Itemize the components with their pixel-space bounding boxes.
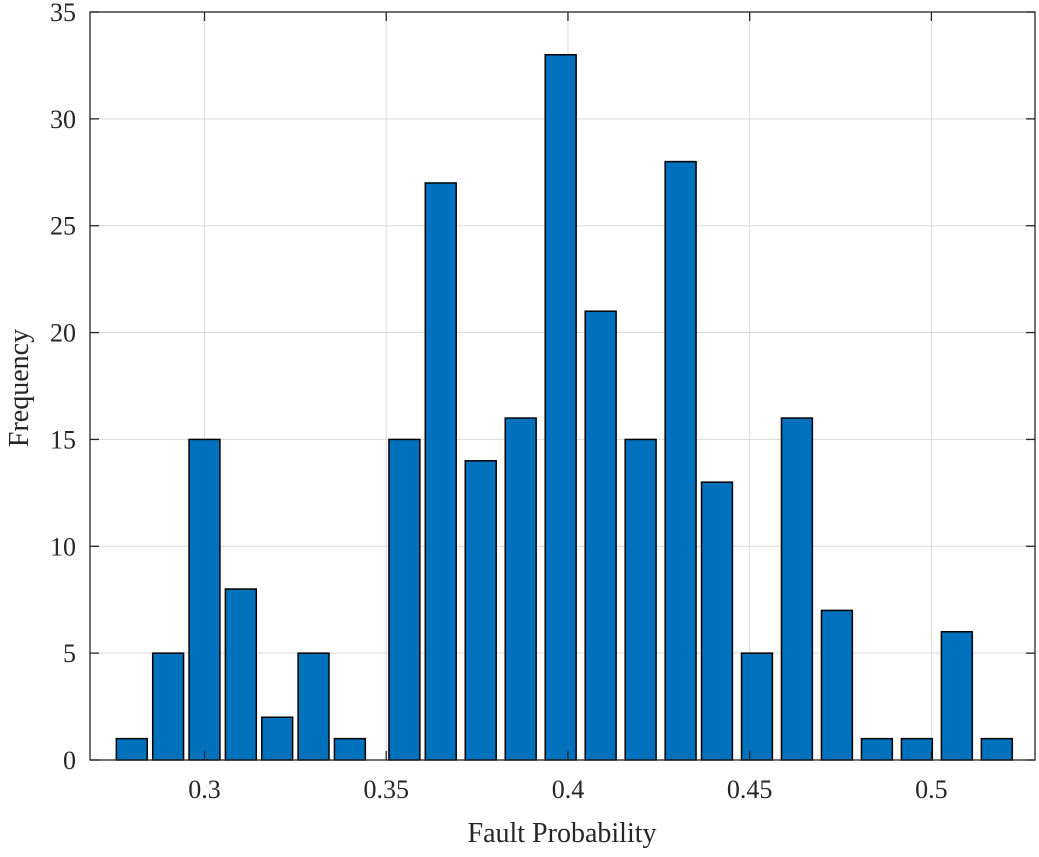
x-tick-label: 0.3: [188, 775, 221, 804]
y-tick-label: 0: [63, 746, 76, 775]
y-tick-label: 10: [50, 532, 76, 561]
histogram-bar: [260, 716, 294, 761]
histogram-bar: [624, 438, 657, 761]
histogram-bar: [584, 310, 617, 761]
histogram-bar: [464, 460, 497, 761]
bars: [115, 53, 1014, 761]
histogram-bar: [664, 160, 697, 761]
histogram-bar: [860, 737, 894, 761]
histogram-bar: [700, 481, 734, 761]
x-tick-label: 0.4: [552, 775, 585, 804]
x-tick-label: 0.45: [727, 775, 773, 804]
histogram-bar: [333, 737, 367, 761]
histogram-bar: [780, 417, 814, 761]
y-tick-label: 25: [50, 212, 76, 241]
y-tick-label: 20: [50, 319, 76, 348]
tick-labels: 0.3 0.35 0.4 0.45 0.5 0 5 10 15 20 25 30 35: [50, 0, 948, 804]
axes: [89, 11, 1036, 761]
plot-frame: [89, 11, 1036, 761]
histogram-bar: [388, 438, 421, 761]
y-tick-label: 30: [50, 105, 76, 134]
histogram-bar: [424, 182, 457, 761]
histogram-bar: [820, 609, 854, 761]
histogram-bar: [188, 438, 221, 761]
y-tick-label: 35: [50, 0, 76, 27]
histogram-bar: [940, 631, 974, 761]
histogram-bar: [297, 652, 330, 761]
x-axis-label: Fault Probability: [468, 818, 657, 849]
x-tick-label: 0.35: [363, 775, 409, 804]
histogram-bar: [151, 652, 185, 761]
histogram-bar: [740, 652, 774, 761]
histogram-bar: [544, 53, 577, 761]
histogram-bar: [504, 417, 537, 761]
x-tick-label: 0.5: [915, 775, 948, 804]
histogram-bar: [224, 588, 258, 761]
histogram-bar: [900, 737, 934, 761]
histogram-bar: [980, 737, 1014, 761]
y-tick-label: 5: [63, 639, 76, 668]
histogram-bar: [115, 737, 148, 761]
y-tick-label: 15: [50, 425, 76, 454]
y-axis-label: Frequency: [4, 329, 35, 447]
